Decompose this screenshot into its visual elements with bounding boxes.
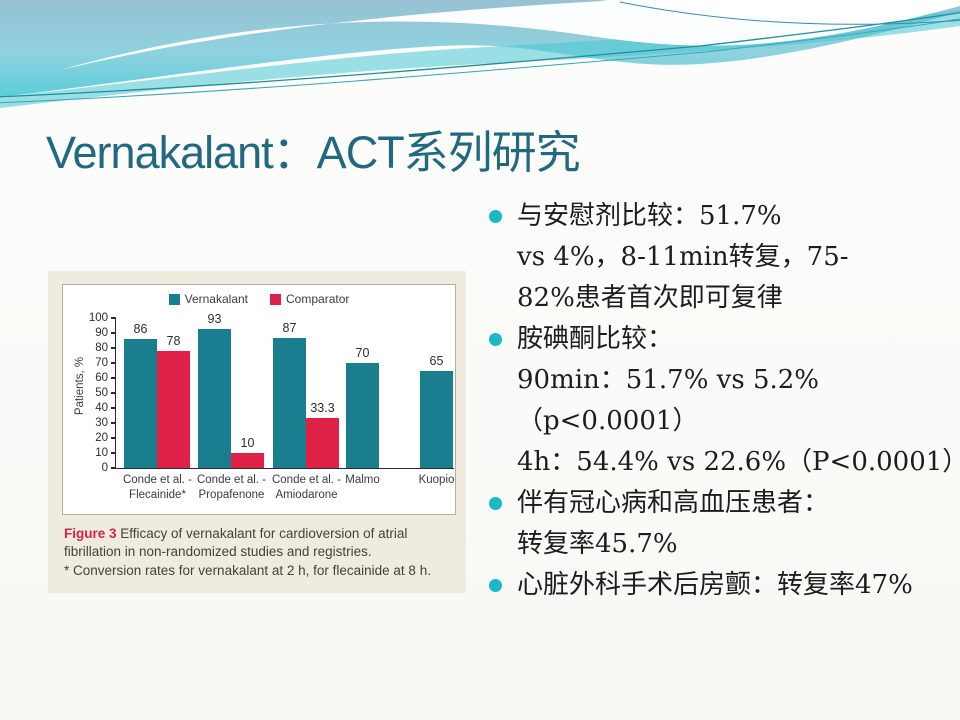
legend-label: Comparator — [286, 292, 350, 306]
bullet-item-continuation: 82%患者首次即可复律 — [487, 278, 955, 319]
bar-comparator-3: 33.3 — [306, 401, 339, 468]
legend-entry: Comparator — [270, 292, 349, 306]
y-axis-label: Patients, % — [74, 356, 87, 416]
bar-comparator-1: 78 — [157, 334, 190, 468]
bullet-dot-icon — [489, 497, 502, 510]
x-axis-category-label: Conde et al. - Propafenone — [196, 474, 267, 501]
y-tick-label: 70 — [95, 357, 108, 369]
y-tick-mark — [111, 437, 116, 439]
bullet-text: 心脏外科手术后房颤：转复率47% — [517, 570, 913, 600]
y-tick-mark — [111, 362, 116, 364]
legend-swatch-comparator — [270, 293, 282, 305]
bullet-item-continuation: 4h：54.4% vs 22.6%（P<0.0001） — [487, 442, 960, 483]
bullet-item-continuation: 转复率45.7% — [487, 524, 955, 565]
bullet-text: 与安慰剂比较：51.7% — [517, 201, 782, 231]
bar-value-label: 33.3 — [310, 401, 335, 416]
figure-3-panel: Vernakalant Comparator Patients, % 0 10 20 3… — [48, 271, 466, 593]
bullet-text: （p<0.0001） — [517, 406, 699, 436]
chart-plot-area: 0 10 20 30 40 50 60 70 80 90 100 86 78 Conde et al. -… — [89, 312, 455, 502]
bar-vernakalant-1: 86 — [124, 322, 157, 468]
x-axis-category-label: Conde et al. - Flecainide* — [122, 474, 193, 501]
figure-caption-label: Figure 3 — [64, 526, 117, 541]
bullet-list: 与安慰剂比较：51.7% vs 4%，8-11min转复，75- 82%患者首次即可… — [487, 196, 960, 606]
bullet-dot-icon — [489, 333, 502, 346]
chart-plot-box: Vernakalant Comparator Patients, % 0 10 20 3… — [62, 284, 456, 515]
bar-vernakalant-3: 87 — [273, 321, 306, 468]
wave-svg — [0, 0, 960, 108]
legend-entry: Vernakalant — [168, 292, 249, 306]
y-tick-mark — [111, 407, 116, 409]
x-axis-category-label: Conde et al. - Amiodarone — [271, 474, 342, 501]
bar-value-label: 78 — [166, 334, 181, 348]
y-tick-mark — [111, 392, 116, 394]
y-tick-mark — [111, 347, 116, 349]
bar-vernakalant-2: 93 — [198, 312, 231, 468]
bar-vernakalant-5: 65 — [420, 354, 453, 468]
y-tick-label: 20 — [95, 432, 108, 444]
figure-caption-line: Figure 3 Efficacy of vernakalant for car… — [64, 525, 452, 561]
bullet-text: 82%患者首次即可复律 — [517, 283, 783, 313]
bar-value-label: 70 — [355, 346, 370, 360]
bullet-item-continuation: 90min：51.7% vs 5.2% — [487, 360, 955, 401]
bullet-item: 伴有冠心病和高血压患者： — [487, 483, 955, 524]
legend-label: Vernakalant — [184, 292, 249, 306]
y-tick-mark — [111, 332, 116, 334]
y-tick-mark — [111, 377, 116, 379]
bar-comparator-2: 10 — [231, 436, 264, 468]
bullet-text: 转复率45.7% — [517, 529, 678, 559]
bullet-text: 胺碘酮比较： — [517, 324, 674, 354]
bullet-item: 与安慰剂比较：51.7% — [487, 196, 955, 237]
y-tick-mark — [111, 452, 116, 454]
figure-caption: Figure 3 Efficacy of vernakalant for car… — [64, 525, 452, 581]
y-tick-label: 10 — [95, 447, 108, 459]
bullet-dot-icon — [489, 210, 502, 223]
y-tick-label: 80 — [95, 342, 108, 354]
bar-value-label: 87 — [282, 320, 297, 335]
bullet-item: 心脏外科手术后房颤：转复率47% — [487, 565, 955, 606]
y-tick-label: 40 — [95, 402, 108, 414]
x-axis-category-label: Kuopio — [418, 474, 455, 486]
bar-value-label: 86 — [133, 322, 148, 336]
y-tick-label: 0 — [101, 462, 108, 474]
header-wave-decoration — [0, 0, 960, 135]
bar-value-label: 65 — [429, 353, 444, 368]
x-axis-category-label: Malmo — [345, 474, 380, 486]
bullet-dot-icon — [489, 579, 502, 592]
figure-caption-text: Efficacy of vernakalant for cardioversio… — [64, 526, 408, 559]
chart-legend: Vernakalant Comparator — [63, 292, 455, 306]
y-tick-mark — [111, 467, 116, 469]
y-tick-mark — [111, 422, 116, 424]
bullet-text: 伴有冠心病和高血压患者： — [517, 488, 830, 518]
bar-value-label: 93 — [207, 311, 222, 326]
legend-swatch-vernakalant — [168, 293, 180, 305]
bar-vernakalant-4: 70 — [346, 346, 379, 468]
y-tick-label: 100 — [88, 312, 108, 324]
y-tick-label: 50 — [95, 387, 108, 399]
y-tick-label: 90 — [95, 327, 108, 339]
y-tick-mark — [111, 317, 116, 319]
bullet-text: 4h：54.4% vs 22.6%（P<0.0001） — [517, 447, 960, 477]
y-tick-label: 60 — [95, 372, 108, 384]
bullet-text: vs 4%，8-11min转复，75- — [517, 242, 849, 272]
y-tick-label: 30 — [95, 417, 108, 429]
bullet-item: 胺碘酮比较： — [487, 319, 955, 360]
bullet-item-continuation: （p<0.0001） — [487, 401, 955, 442]
bullet-text: 90min：51.7% vs 5.2% — [517, 365, 820, 395]
figure-footnote: * Conversion rates for vernakalant at 2 … — [64, 562, 431, 578]
bar-value-label: 10 — [240, 436, 255, 450]
bullet-item-continuation: vs 4%，8-11min转复，75- — [487, 237, 955, 278]
slide-title: Vernakalant：ACT系列研究 — [46, 127, 581, 178]
